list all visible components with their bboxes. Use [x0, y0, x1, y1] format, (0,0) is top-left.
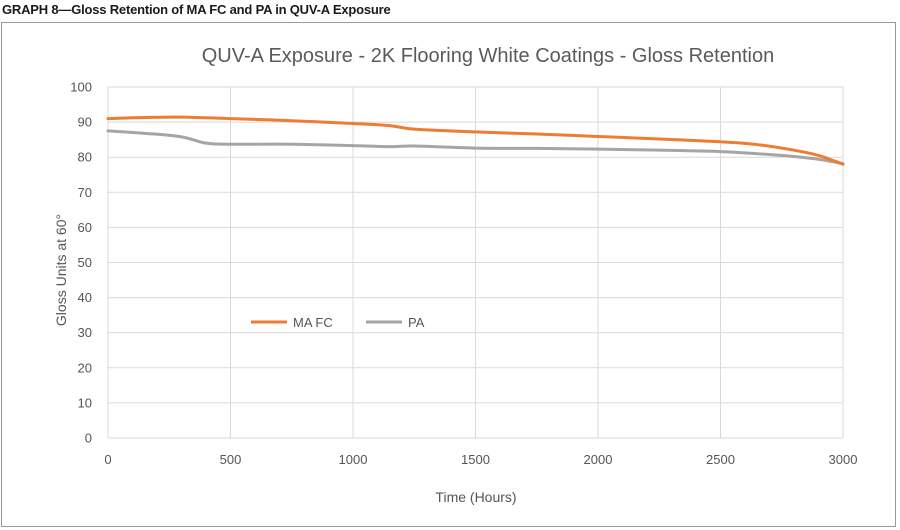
x-tick-label: 2500	[706, 452, 735, 467]
series-line-ma-fc	[106, 115, 845, 166]
x-tick-label: 500	[220, 452, 242, 467]
y-tick-label: 20	[78, 360, 92, 375]
series-line-pa	[106, 129, 845, 166]
y-tick-label: 30	[78, 325, 92, 340]
y-tick-label: 0	[85, 431, 92, 446]
chart-title: QUV-A Exposure - 2K Flooring White Coati…	[202, 45, 774, 67]
x-tick-label: 1000	[339, 452, 368, 467]
x-tick-label: 3000	[829, 452, 858, 467]
grid-lines	[107, 86, 844, 439]
y-tick-label: 70	[78, 185, 92, 200]
y-axis-label: Gloss Units at 60°	[53, 214, 69, 326]
x-tick-label: 1500	[461, 452, 490, 467]
x-tick-label: 2000	[584, 452, 613, 467]
chart-frame	[1, 22, 896, 527]
x-tick-label: 0	[104, 452, 111, 467]
y-tick-label: 10	[78, 395, 92, 410]
x-axis-label: Time (Hours)	[435, 489, 516, 505]
y-tick-label: 90	[78, 115, 92, 130]
legend-label-pa: PA	[408, 315, 425, 330]
series-lines	[106, 115, 845, 166]
legend: MA FC PA	[251, 315, 425, 330]
y-axis-ticks: 0 10 20 30 40 50 60 70 80 90 100	[70, 80, 92, 446]
legend-label-ma-fc: MA FC	[293, 315, 333, 330]
figure-caption: GRAPH 8—Gloss Retention of MA FC and PA …	[2, 2, 391, 17]
y-tick-label: 40	[78, 290, 92, 305]
x-axis-ticks: 0 500 1000 1500 2000 2500 3000	[104, 452, 857, 467]
y-tick-label: 80	[78, 150, 92, 165]
y-tick-label: 50	[78, 255, 92, 270]
y-tick-label: 60	[78, 220, 92, 235]
y-tick-label: 100	[70, 80, 92, 95]
